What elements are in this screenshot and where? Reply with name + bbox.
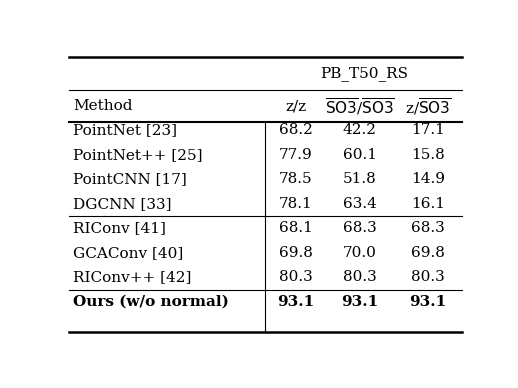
Text: 80.3: 80.3	[279, 270, 312, 284]
Text: 80.3: 80.3	[343, 270, 377, 284]
Text: 93.1: 93.1	[277, 295, 314, 309]
Text: Ours (w/o normal): Ours (w/o normal)	[73, 295, 228, 309]
Text: RIConv [41]: RIConv [41]	[73, 221, 166, 235]
Text: Method: Method	[73, 99, 132, 113]
Text: z/z: z/z	[285, 99, 306, 113]
Text: 69.8: 69.8	[411, 246, 445, 260]
Text: 93.1: 93.1	[341, 295, 379, 309]
Text: PointCNN [17]: PointCNN [17]	[73, 172, 186, 186]
Text: PB_T50_RS: PB_T50_RS	[320, 66, 408, 81]
Text: 80.3: 80.3	[411, 270, 445, 284]
Text: 63.4: 63.4	[343, 197, 377, 211]
Text: 16.1: 16.1	[411, 197, 445, 211]
Text: 70.0: 70.0	[343, 246, 377, 260]
Text: 14.9: 14.9	[411, 172, 445, 186]
Text: 77.9: 77.9	[279, 148, 312, 162]
Text: 15.8: 15.8	[411, 148, 445, 162]
Text: 51.8: 51.8	[343, 172, 377, 186]
Text: z/$\overline{\rm SO3}$: z/$\overline{\rm SO3}$	[405, 96, 451, 117]
Text: 78.1: 78.1	[279, 197, 312, 211]
Text: 42.2: 42.2	[343, 123, 377, 137]
Text: 17.1: 17.1	[411, 123, 445, 137]
Text: 60.1: 60.1	[343, 148, 377, 162]
Text: PointNet [23]: PointNet [23]	[73, 123, 177, 137]
Text: RIConv++ [42]: RIConv++ [42]	[73, 270, 191, 284]
Text: 78.5: 78.5	[279, 172, 312, 186]
Text: 68.3: 68.3	[411, 221, 445, 235]
Text: 68.3: 68.3	[343, 221, 377, 235]
Text: 93.1: 93.1	[409, 295, 447, 309]
Text: DGCNN [33]: DGCNN [33]	[73, 197, 171, 211]
Text: 69.8: 69.8	[279, 246, 312, 260]
Text: 68.1: 68.1	[279, 221, 312, 235]
Text: $\overline{\rm SO3}$/$\overline{\rm SO3}$: $\overline{\rm SO3}$/$\overline{\rm SO3}…	[325, 96, 395, 117]
Text: PointNet++ [25]: PointNet++ [25]	[73, 148, 202, 162]
Text: GCAConv [40]: GCAConv [40]	[73, 246, 183, 260]
Text: 68.2: 68.2	[279, 123, 312, 137]
